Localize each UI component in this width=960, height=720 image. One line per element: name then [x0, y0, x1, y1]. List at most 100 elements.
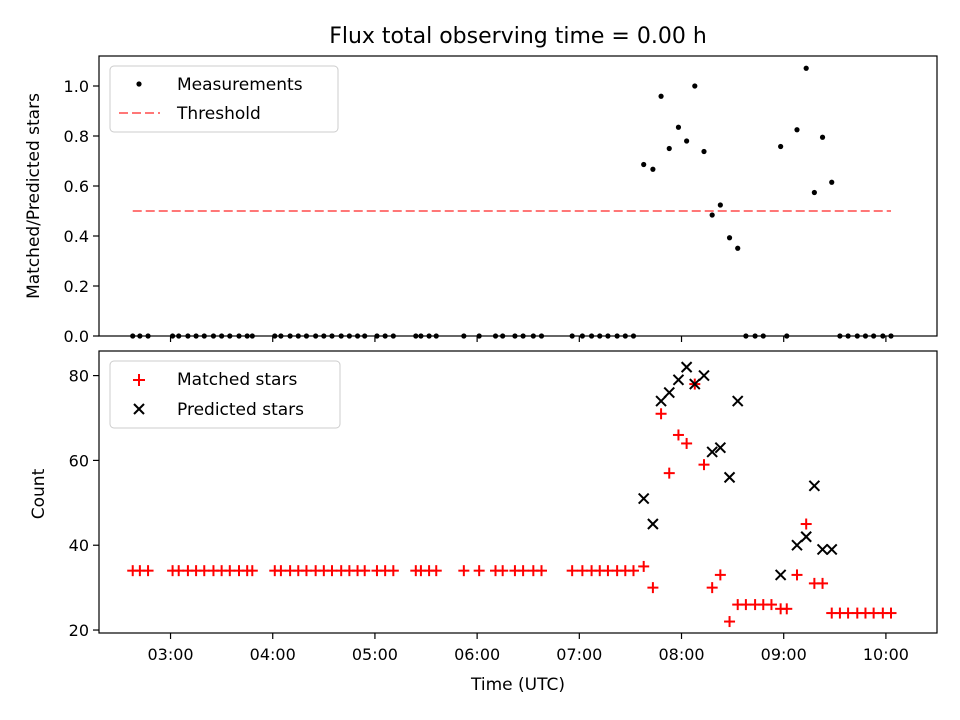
- matched-star-point: [781, 603, 793, 615]
- top-y-tick-label: 0.4: [64, 227, 89, 246]
- legend-measurements-marker: [136, 81, 142, 87]
- matched-star-point: [326, 565, 338, 577]
- top-legend: Measurements Threshold: [109, 65, 339, 133]
- matched-star-point: [698, 459, 710, 471]
- matched-star-point: [173, 565, 185, 577]
- measurement-point: [819, 134, 826, 140]
- measurement-point: [658, 93, 664, 99]
- measurement-point: [794, 127, 800, 133]
- bottom-x-tick-label: 06:00: [454, 645, 500, 664]
- legend-predicted-marker: [133, 403, 145, 415]
- top-y-ticks: 0.0 0.2 0.4 0.6 0.8 1.0: [64, 77, 99, 346]
- top-y-tick-label: 1.0: [64, 77, 89, 96]
- matched-star-point: [300, 565, 312, 577]
- predicted-star-point: [826, 543, 838, 556]
- predicted-star-point: [714, 441, 727, 454]
- legend-measurements-label: Measurements: [177, 75, 303, 95]
- top-y-tick-label: 0.6: [64, 177, 89, 196]
- bottom-x-tick-label: 05:00: [352, 645, 398, 664]
- measurement-point: [709, 212, 715, 218]
- bottom-y-axis-label: Count: [29, 468, 49, 519]
- matched-star-point: [885, 607, 897, 619]
- bottom-x-tick-label: 10:00: [863, 645, 909, 664]
- measurement-point: [803, 65, 809, 71]
- bottom-legend: Matched stars Predicted stars: [109, 360, 341, 429]
- matched-star-point: [672, 429, 684, 441]
- matched-star-point: [868, 607, 880, 619]
- matched-star-point: [198, 565, 210, 577]
- matched-star-point: [740, 599, 752, 611]
- matched-star-point: [142, 565, 154, 577]
- matched-star-point: [800, 518, 812, 530]
- measurement-point: [717, 202, 723, 208]
- measurement-point: [778, 143, 784, 150]
- matched-star-point: [602, 565, 614, 577]
- predicted-star-point: [732, 395, 744, 407]
- bottom-y-tick-label: 40: [69, 536, 89, 555]
- predicted-star-point: [689, 378, 701, 390]
- bottom-plot-frame: [98, 350, 938, 634]
- legend-threshold-label: Threshold: [176, 104, 261, 124]
- bottom-y-ticks: 20 40 60 80: [69, 367, 99, 640]
- predicted-star-point: [663, 386, 675, 399]
- matched-star-point: [663, 467, 675, 479]
- predicted-star-point: [637, 492, 650, 505]
- bottom-x-tick-label: 03:00: [147, 645, 193, 664]
- matched-star-point: [714, 569, 726, 581]
- matched-star-point: [246, 565, 258, 577]
- bottom-legend-box: [109, 360, 341, 429]
- measurement-point: [829, 179, 835, 185]
- top-plot-frame: [98, 55, 938, 337]
- bottom-x-tick-label: 09:00: [761, 645, 807, 664]
- measurement-point: [675, 124, 682, 130]
- matched-star-point: [359, 565, 371, 577]
- predicted-star-point: [647, 518, 659, 530]
- matched-star-point: [517, 565, 529, 577]
- bottom-panel: Count Time (UTC) 20 40 60 80 03:00 04:00 05:0…: [29, 350, 938, 695]
- matched-star-point: [655, 408, 667, 420]
- predicted-star-point: [672, 374, 685, 386]
- measurement-point: [701, 148, 707, 155]
- matched-star-point: [576, 565, 588, 577]
- bottom-y-tick-label: 80: [69, 367, 89, 386]
- matched-star-point: [765, 599, 777, 611]
- measurement-point: [666, 145, 672, 152]
- matched-star-point: [842, 607, 854, 619]
- matched-star-point: [706, 582, 718, 594]
- matched-star-point: [566, 565, 578, 577]
- matched-star-point: [458, 565, 470, 577]
- matched-star-point: [497, 565, 509, 577]
- top-y-tick-label: 0.8: [64, 127, 89, 146]
- matched-star-point: [224, 565, 236, 577]
- matched-star-point: [724, 616, 736, 628]
- predicted-star-point: [816, 543, 829, 556]
- legend-matched-label: Matched stars: [177, 370, 297, 390]
- bottom-data-marks: [127, 361, 897, 628]
- predicted-star-point: [808, 480, 821, 492]
- matched-star-point: [791, 569, 803, 581]
- bottom-x-axis-label: Time (UTC): [470, 675, 565, 695]
- matched-star-point: [387, 565, 399, 577]
- matched-star-point: [275, 565, 287, 577]
- matched-star-point: [536, 565, 548, 577]
- predicted-star-point: [723, 471, 736, 484]
- legend-matched-marker: [133, 374, 145, 386]
- predicted-star-point: [680, 361, 693, 373]
- matched-star-point: [681, 437, 693, 449]
- measurement-point: [650, 166, 656, 172]
- bottom-x-ticks: 03:00 04:00 05:00 06:00 07:00 08:00 09:00 10:00: [147, 633, 909, 664]
- top-y-axis-label: Matched/Predicted stars: [24, 93, 44, 299]
- matched-star-point: [627, 565, 639, 577]
- matched-star-point: [473, 565, 485, 577]
- legend-predicted-label: Predicted stars: [177, 400, 304, 420]
- top-y-tick-label: 0.2: [64, 277, 89, 296]
- measurement-point: [692, 83, 698, 89]
- predicted-star-point: [791, 539, 803, 551]
- predicted-star-point: [698, 369, 710, 382]
- top-chart-title: Flux total observing time = 0.00 h: [329, 24, 707, 49]
- matched-star-point: [430, 565, 442, 577]
- matched-star-point: [817, 577, 829, 589]
- measurement-point: [641, 161, 647, 168]
- predicted-star-point: [800, 531, 812, 543]
